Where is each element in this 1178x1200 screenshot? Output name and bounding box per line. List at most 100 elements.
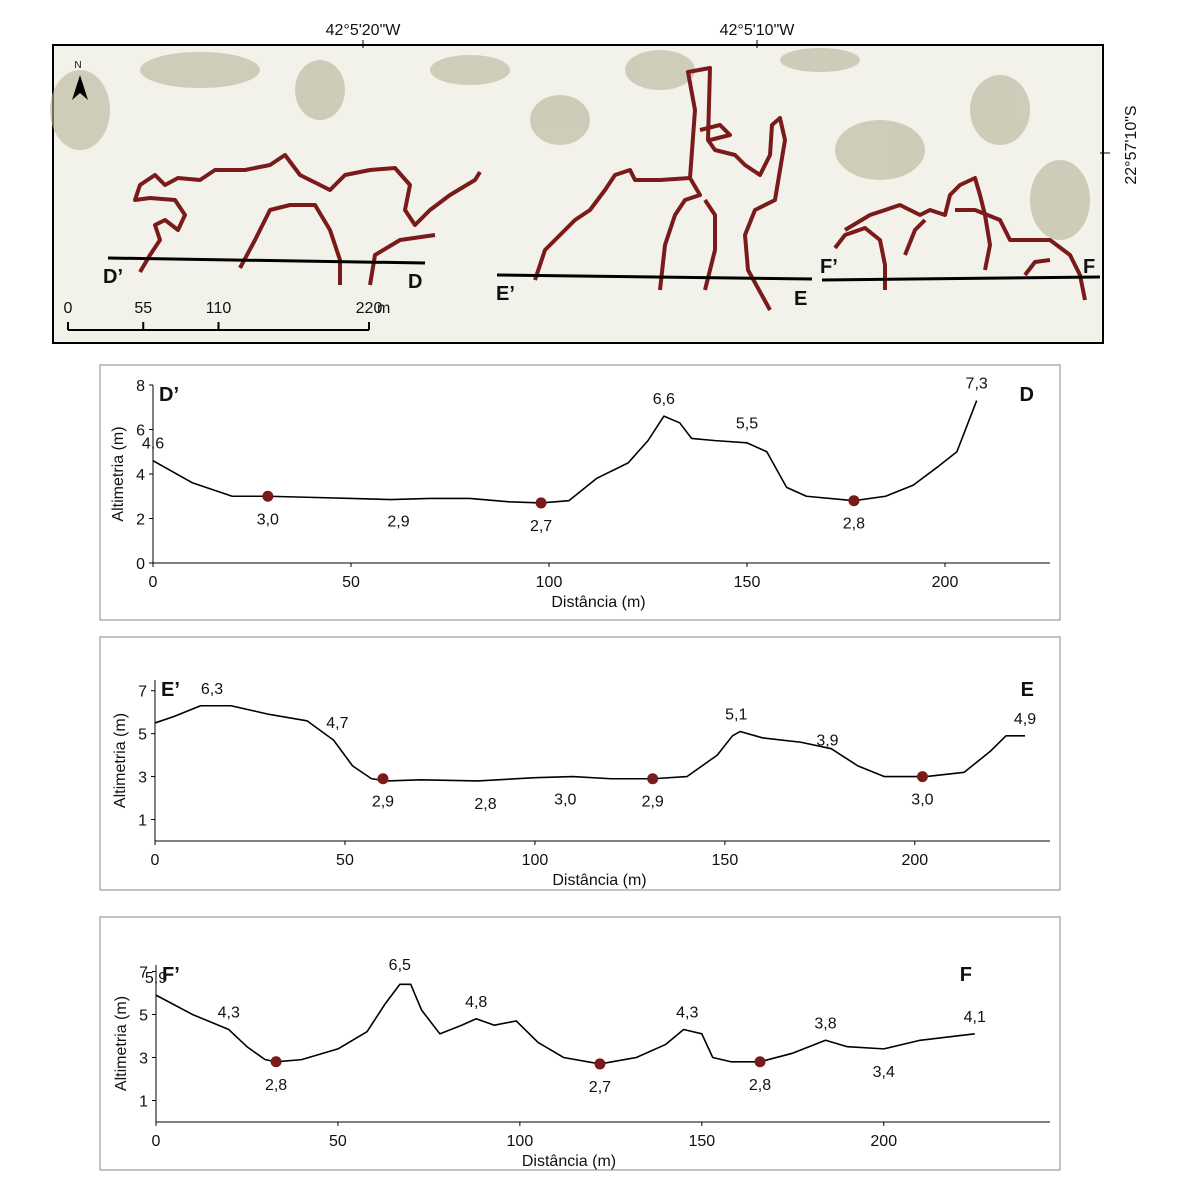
y-tick-label: 1 [139,1093,148,1110]
scale-label: 55 [134,300,152,317]
profile-label: E’ [496,283,515,305]
north-arrow [72,75,88,100]
y-axis-title: Altimetria (m) [112,713,129,808]
y-axis-title: Altimetria (m) [113,996,130,1091]
x-tick-label: 200 [932,574,959,591]
start-label: D’ [159,384,179,406]
x-tick-label: 200 [870,1133,897,1150]
x-tick-label: 50 [329,1133,347,1150]
value-label: 4,9 [1014,711,1036,728]
profile-label: D [408,271,422,293]
scale-label: 220 [356,300,383,317]
end-label: D [1020,384,1034,406]
value-label: 4,3 [676,1005,698,1022]
value-label: 4,3 [218,1005,240,1022]
profile-chart: 0 2 4 6 8 0 50 100 150 200 Altimetria (m) Distância… [99,364,1061,621]
value-label: 6,6 [653,391,675,408]
map-frame [52,44,1104,344]
value-label: 3,9 [816,732,838,749]
end-label: E [1021,679,1034,701]
x-axis-title: Distância (m) [552,872,646,889]
y-tick-label: 2 [136,512,145,529]
x-tick-label: 200 [901,852,928,869]
value-label: 4,1 [964,1009,986,1026]
x-tick-label: 100 [522,852,549,869]
value-label: 4,7 [326,715,348,732]
y-tick-label: 5 [139,1007,148,1024]
value-label: 3,0 [911,792,933,809]
value-label: 2,9 [642,794,664,811]
x-tick-label: 50 [336,852,354,869]
value-label: 2,8 [749,1077,771,1094]
value-label: 2,8 [265,1077,287,1094]
x-tick-label: 0 [151,852,160,869]
profile-label: F [1083,256,1095,278]
x-tick-label: 150 [712,852,739,869]
channels [133,66,1087,311]
x-tick-label: 0 [149,574,158,591]
value-label: 3,0 [554,792,576,809]
value-label: 6,3 [201,681,223,698]
value-label: 4,6 [142,436,164,453]
profile-line [155,983,975,1065]
x-tick-label: 0 [152,1133,161,1150]
profile-chart: 1 3 5 7 0 50 100 150 200 Altimetria (m) Distância … [99,916,1061,1171]
value-label: 4,8 [465,994,487,1011]
y-tick-label: 4 [136,467,145,484]
longitude-label: 42°5'10"W [720,22,796,39]
value-label: 2,7 [530,518,552,535]
terrain [50,48,1090,240]
y-tick-label: 8 [136,378,145,395]
x-axis-title: Distância (m) [551,594,645,611]
value-label: 5,5 [736,416,758,433]
y-tick-label: 7 [139,964,148,981]
north-label: N [74,60,81,71]
y-tick-label: 1 [138,813,147,830]
profile-line [152,400,978,504]
marker-dot [754,1056,766,1068]
marker-dot [647,773,659,785]
x-tick-label: 50 [342,574,360,591]
y-tick-label: 3 [138,770,147,787]
map: 42°5'20"W 42°5'10"W 22°57'10"S N D’ D E’… [50,22,1140,344]
profile-label: D’ [103,266,123,288]
value-label: 7,3 [966,376,988,393]
scale-label: 0 [64,300,73,317]
chart-frame [99,916,1061,1171]
chart-frame [99,636,1061,891]
value-label: 2,9 [372,794,394,811]
y-tick-label: 5 [138,727,147,744]
marker-dot [594,1058,606,1070]
longitude-label: 42°5'20"W [326,22,402,39]
marker-dot [848,495,860,507]
y-tick-label: 0 [136,556,145,573]
marker-dot [262,490,274,502]
x-tick-label: 100 [507,1133,534,1150]
value-label: 5,1 [725,707,747,724]
marker-dot [916,771,928,783]
value-label: 2,7 [589,1079,611,1096]
profile-label: E [794,288,807,310]
end-label: F [960,964,972,986]
y-tick-label: 7 [138,684,147,701]
start-label: E’ [161,679,180,701]
marker-dot [270,1056,282,1068]
value-label: 3,8 [814,1015,836,1032]
value-label: 3,0 [257,511,279,528]
profile-lines [107,256,1101,282]
value-label: 6,5 [389,957,411,974]
profile-line [154,704,1025,782]
x-axis-title: Distância (m) [522,1153,616,1170]
x-tick-label: 100 [536,574,563,591]
value-label: 3,4 [873,1064,895,1081]
y-tick-label: 3 [139,1050,148,1067]
latitude-label: 22°57'10"S [1123,105,1140,184]
y-axis-title: Altimetria (m) [110,426,127,521]
value-label: 2,9 [387,513,409,530]
value-label: 5,9 [145,970,167,987]
scale-unit: m [377,300,390,317]
